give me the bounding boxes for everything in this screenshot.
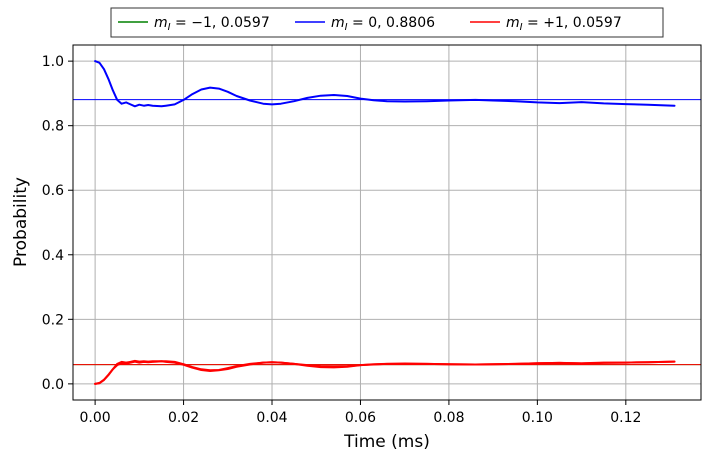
x-tick-label: 0.02: [168, 410, 199, 426]
y-tick-label: 0.6: [42, 183, 64, 199]
x-axis-label: Time (ms): [343, 432, 430, 452]
legend: mI = −1, 0.0597 mI = 0, 0.8806 mI = +1, 0.…: [110, 7, 664, 38]
y-tick-label: 0.2: [42, 312, 64, 328]
y-tick-label: 0.4: [42, 248, 64, 264]
x-tick-label: 0.08: [433, 410, 464, 426]
x-tick-label: 0.06: [345, 410, 376, 426]
series-line: [94, 359, 676, 385]
y-axis-label: Probability: [11, 177, 31, 267]
y-tick-label: 0.8: [42, 119, 64, 135]
legend-label: mI = −1, 0.0597: [154, 15, 270, 33]
reference-lines: [73, 99, 701, 366]
x-tick-label: 0.12: [610, 410, 641, 426]
y-tick-label: 0.0: [42, 377, 64, 393]
x-tick-label: 0.10: [522, 410, 553, 426]
grid: [73, 45, 701, 400]
x-tick-label: 0.04: [256, 410, 287, 426]
y-tick-label: 1.0: [42, 54, 64, 70]
legend-box: [110, 7, 664, 38]
x-axis-ticks: 0.00 0.02 0.04 0.06 0.08 0.10 0.12: [80, 400, 641, 426]
y-axis-ticks: 0.0 0.2 0.4 0.6 0.8 1.0: [42, 54, 73, 393]
x-tick-label: 0.00: [80, 410, 111, 426]
plot-frame: [72, 44, 702, 401]
legend-label: mI = +1, 0.0597: [506, 15, 622, 33]
series-line: [94, 60, 676, 108]
series-lines: [94, 60, 676, 385]
legend-label: mI = 0, 0.8806: [331, 15, 435, 33]
